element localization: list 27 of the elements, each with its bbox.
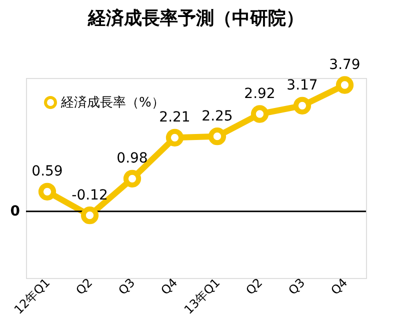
text: 0 (10, 203, 20, 220)
data-label: 3.79 (329, 57, 360, 73)
point (166, 128, 184, 146)
x-tick-label: Q4 (158, 276, 180, 298)
data-label: 0.98 (116, 150, 148, 167)
data-label: 3.17 (286, 78, 318, 94)
x-tick-label: Q3 (286, 276, 308, 298)
x-tick-label: 13年Q1 (181, 276, 223, 317)
point (208, 128, 226, 146)
chart-title: 経済成長率予測（中研院） (87, 8, 304, 29)
data-label: 2.92 (244, 86, 276, 102)
legend-label: 経済成長率（%） (60, 94, 164, 110)
point (123, 170, 142, 188)
data-label: 2.21 (159, 110, 190, 126)
point (38, 182, 56, 200)
point (336, 76, 354, 94)
point (250, 105, 269, 123)
x-tick-label: Q2 (73, 276, 96, 298)
x-tick-label: Q4 (328, 276, 350, 298)
point (80, 206, 99, 224)
data-label: -0.12 (72, 187, 108, 204)
data-label: 2.25 (202, 108, 233, 124)
data-label: 0.59 (32, 164, 63, 180)
x-tick-label: Q3 (116, 276, 138, 298)
point (293, 96, 312, 114)
x-tick-label: 12年Q1 (11, 276, 53, 317)
x-tick-label: Q2 (243, 276, 266, 298)
